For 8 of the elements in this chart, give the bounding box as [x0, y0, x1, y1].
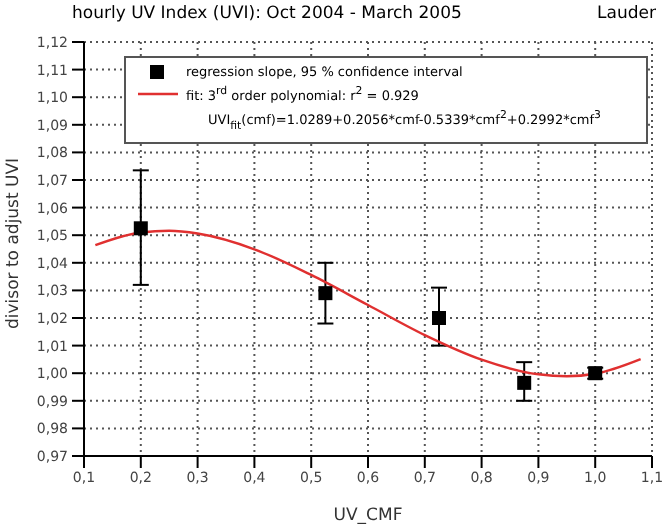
point: [133, 221, 148, 236]
point: [517, 375, 532, 390]
point: [318, 286, 333, 301]
y-axis-title: divisor to adjust UVI: [4, 157, 25, 329]
chart-subtitle: Lauder: [597, 4, 656, 24]
point: [432, 311, 446, 325]
chart-title: hourly UV Index (UVI): Oct 2004 - March 2005: [72, 4, 462, 24]
x-axis-title: UV_CMF: [333, 506, 403, 526]
